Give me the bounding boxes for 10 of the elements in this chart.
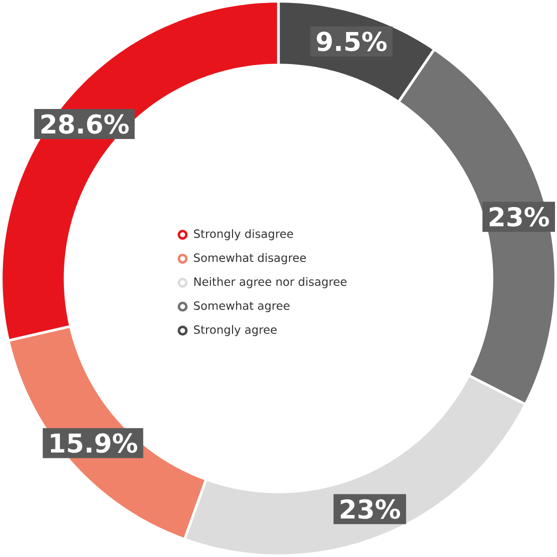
legend-label: Somewhat agree — [194, 301, 290, 312]
legend-label: Strongly agree — [194, 325, 277, 336]
legend-label: Neither agree nor disagree — [194, 277, 347, 288]
data-label: 9.5% — [316, 32, 387, 52]
data-label: 23% — [340, 499, 400, 519]
data-label: 28.6% — [41, 114, 129, 134]
data-label: 23% — [490, 206, 549, 227]
data-label: 15.9% — [50, 433, 138, 453]
legend-label: Strongly disagree — [194, 229, 293, 240]
legend-label: Somewhat disagree — [194, 253, 306, 264]
